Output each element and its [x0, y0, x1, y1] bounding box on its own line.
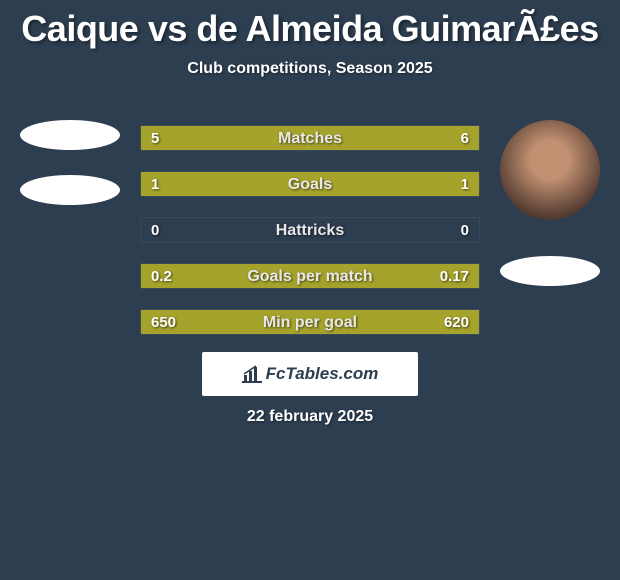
bar-value-right: 620	[444, 310, 469, 334]
player-left-team-badge-2	[20, 175, 120, 205]
bar-label: Goals	[141, 172, 479, 196]
bar-row: 5 Matches 6	[140, 125, 480, 151]
page-title: Caique vs de Almeida GuimarÃ£es	[0, 0, 620, 50]
bar-label: Goals per match	[141, 264, 479, 288]
player-right-team-badge	[500, 256, 600, 286]
brand-link[interactable]: FcTables.com	[202, 352, 418, 396]
bar-row: 0.2 Goals per match 0.17	[140, 263, 480, 289]
bar-label: Matches	[141, 126, 479, 150]
bar-row: 0 Hattricks 0	[140, 217, 480, 243]
player-right-avatar	[500, 120, 600, 220]
player-left-team-badge	[20, 120, 120, 150]
bar-value-right: 1	[461, 172, 469, 196]
bar-value-right: 6	[461, 126, 469, 150]
brand-text: FcTables.com	[266, 364, 379, 384]
bar-label: Hattricks	[141, 218, 479, 242]
bar-value-right: 0	[461, 218, 469, 242]
chart-icon	[242, 365, 262, 383]
footer-date: 22 february 2025	[0, 408, 620, 426]
bar-value-right: 0.17	[440, 264, 469, 288]
comparison-bars: 5 Matches 6 1 Goals 1 0 Hattricks 0 0.2 …	[140, 125, 480, 355]
bar-row: 650 Min per goal 620	[140, 309, 480, 335]
bar-row: 1 Goals 1	[140, 171, 480, 197]
page-subtitle: Club competitions, Season 2025	[0, 60, 620, 78]
bar-label: Min per goal	[141, 310, 479, 334]
